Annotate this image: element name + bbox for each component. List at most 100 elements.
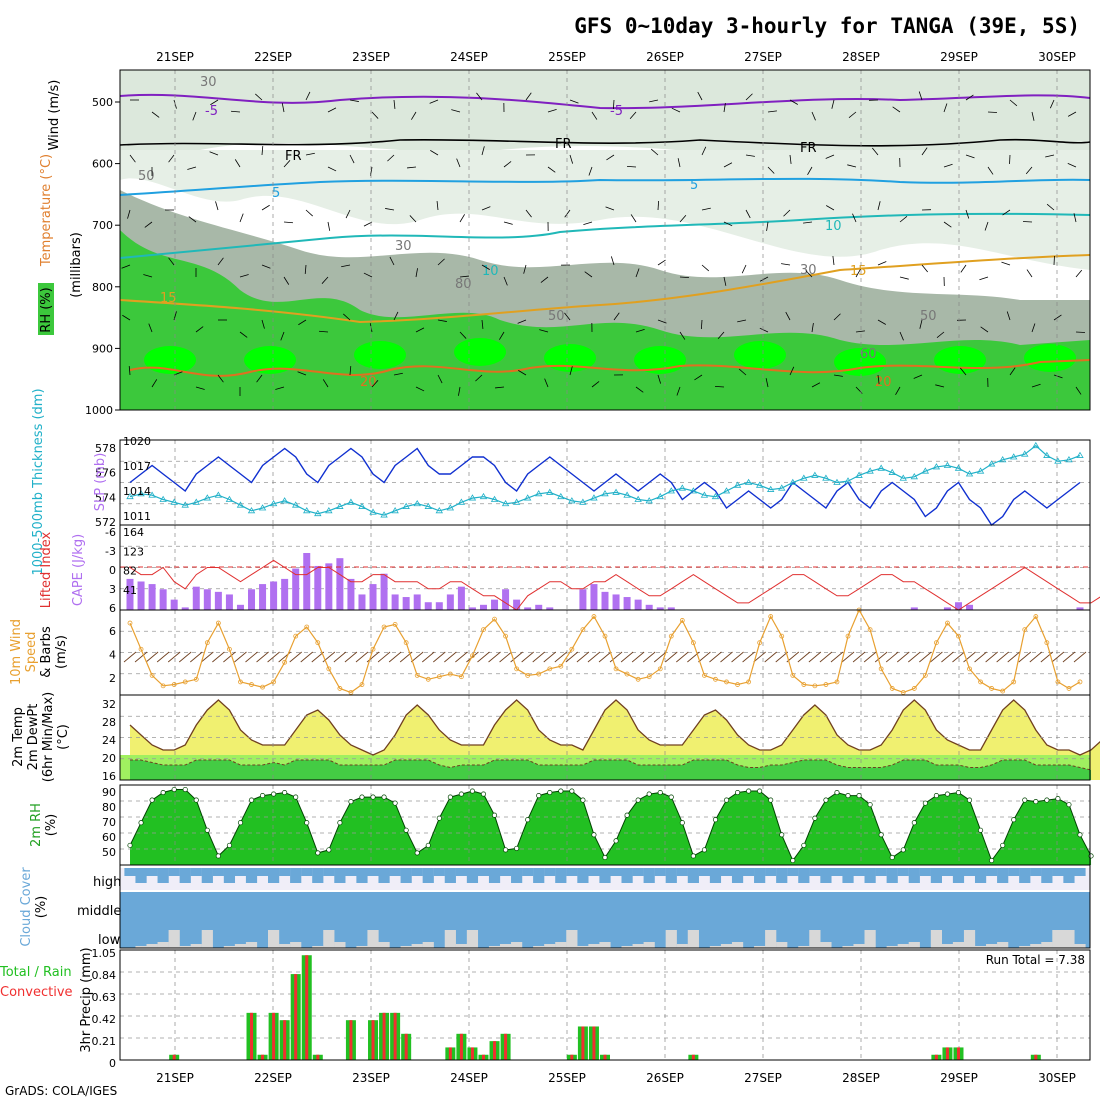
- cloud-high-bar: [731, 868, 744, 883]
- rh-marker: [668, 794, 674, 800]
- wind-barb-10m: [1040, 651, 1054, 663]
- rh-marker: [602, 854, 608, 861]
- wind-barb: [759, 327, 769, 333]
- precip-conv-bar: [481, 1054, 485, 1060]
- wind-barb: [503, 276, 508, 286]
- cloud-high-bar: [179, 868, 191, 883]
- wind-speed-marker: [337, 686, 343, 691]
- rh-marker: [712, 817, 719, 823]
- rh-marker: [304, 820, 310, 826]
- rh-marker: [757, 788, 763, 794]
- panel-ylabel: & Barbs: [39, 626, 54, 678]
- cape-bar: [369, 584, 377, 610]
- cloud-high-bar: [168, 868, 180, 876]
- cloud-high-bar: [212, 868, 224, 876]
- thickness-marker: [435, 507, 444, 514]
- wind-barb: [987, 166, 994, 175]
- rh-marker: [1055, 796, 1061, 802]
- precip-label-total: Total / Rain: [0, 965, 72, 980]
- cloud-high-bar: [743, 868, 755, 876]
- panel-frame: [119, 69, 1091, 411]
- cape-bar: [137, 581, 145, 610]
- panel-frame: [119, 864, 1091, 949]
- contour-label: 5: [690, 178, 698, 193]
- contour-label: 50: [548, 309, 565, 324]
- wind-speed-marker: [823, 682, 829, 687]
- cape-bar: [1076, 607, 1084, 610]
- pressure-tick-label: 600: [92, 158, 113, 171]
- rh-marker: [1011, 817, 1017, 823]
- cloud-high-bar: [511, 868, 523, 883]
- panel-ylabel: Cloud Cover: [19, 867, 34, 947]
- wind-speed-marker: [702, 672, 707, 678]
- wind-barb: [679, 276, 690, 279]
- wind-speed-marker: [282, 659, 288, 665]
- wind-barb: [322, 379, 329, 388]
- wind-barb: [765, 378, 769, 388]
- cloud-high-bar: [1019, 868, 1031, 883]
- cape-bar: [259, 584, 267, 610]
- cloud-high-bar: [820, 868, 832, 883]
- cloud-panel: high middle low Cloud Cover (%): [19, 864, 1091, 949]
- wind-speed-marker: [481, 627, 486, 633]
- rh-marker: [646, 791, 652, 797]
- cape-bar: [667, 607, 675, 610]
- y-tick-label: 1014: [123, 485, 151, 498]
- wind-barb: [803, 221, 813, 224]
- rh-marker: [469, 788, 475, 794]
- cloud-low-bar: [952, 942, 965, 948]
- cloud-level-middle: middle: [77, 904, 121, 919]
- cape-bar: [535, 604, 543, 610]
- y-tick-label: 578: [95, 442, 116, 455]
- wind-speed-marker: [679, 618, 685, 623]
- cape-bar: [479, 604, 487, 610]
- wind-speed-marker: [768, 614, 774, 619]
- cape-panel: -6 -3 0 3 6 164 123 82 41 Lifted Index CAPE (J/kg): [39, 524, 1100, 615]
- y-tick-label: 4: [109, 649, 116, 662]
- wind-speed-marker: [315, 640, 321, 646]
- wind-barb-10m: [1029, 651, 1043, 663]
- wind-barb: [1009, 367, 1016, 376]
- wind-barb-10m: [974, 651, 987, 663]
- wind-speed-marker: [657, 666, 663, 672]
- wind-barb: [805, 270, 813, 278]
- cloud-high-bar: [599, 868, 611, 883]
- cloud-low-bar: [1074, 944, 1086, 948]
- y-tick-label: 50: [102, 846, 116, 859]
- cloud-high-bar: [941, 868, 954, 876]
- wind-speed-marker: [470, 653, 475, 659]
- panel-ylabel: 2m DewPt: [26, 704, 41, 771]
- rh-marker: [282, 789, 288, 796]
- cloud-high-bar: [477, 868, 490, 876]
- wind-barb: [855, 330, 865, 333]
- thickness-marker: [501, 499, 510, 507]
- cloud-high-bar: [643, 868, 655, 883]
- wind-barb: [415, 327, 425, 333]
- wind-barb: [943, 163, 953, 168]
- precip-conv-bar: [272, 1012, 276, 1060]
- wind-barb-10m: [797, 651, 811, 663]
- wind-barb: [789, 154, 792, 164]
- wind-barb-10m: [477, 651, 490, 663]
- wind-barb: [499, 331, 505, 340]
- cloud-low-bar: [599, 942, 611, 948]
- wind-barb: [1025, 166, 1033, 175]
- rh-core: [834, 348, 886, 376]
- rh-marker: [812, 815, 818, 821]
- wind-barb-10m: [510, 651, 523, 663]
- contour-label: FR: [800, 141, 817, 156]
- wind-barb: [657, 319, 667, 324]
- rh-marker: [1044, 797, 1050, 803]
- wind-barb: [745, 93, 753, 101]
- cloud-high-bar: [632, 868, 644, 876]
- lifted-index-line: [129, 559, 1100, 611]
- wind-barb: [523, 264, 527, 274]
- thickness-marker: [932, 463, 941, 470]
- wind-barb: [714, 385, 725, 388]
- cape-bar: [380, 573, 388, 610]
- precip-conv-bar: [349, 1020, 353, 1060]
- wind-barb-10m: [753, 651, 766, 663]
- rh-marker: [746, 788, 752, 794]
- panel-ylabel: (°C): [56, 724, 71, 750]
- thickness-marker: [291, 501, 300, 508]
